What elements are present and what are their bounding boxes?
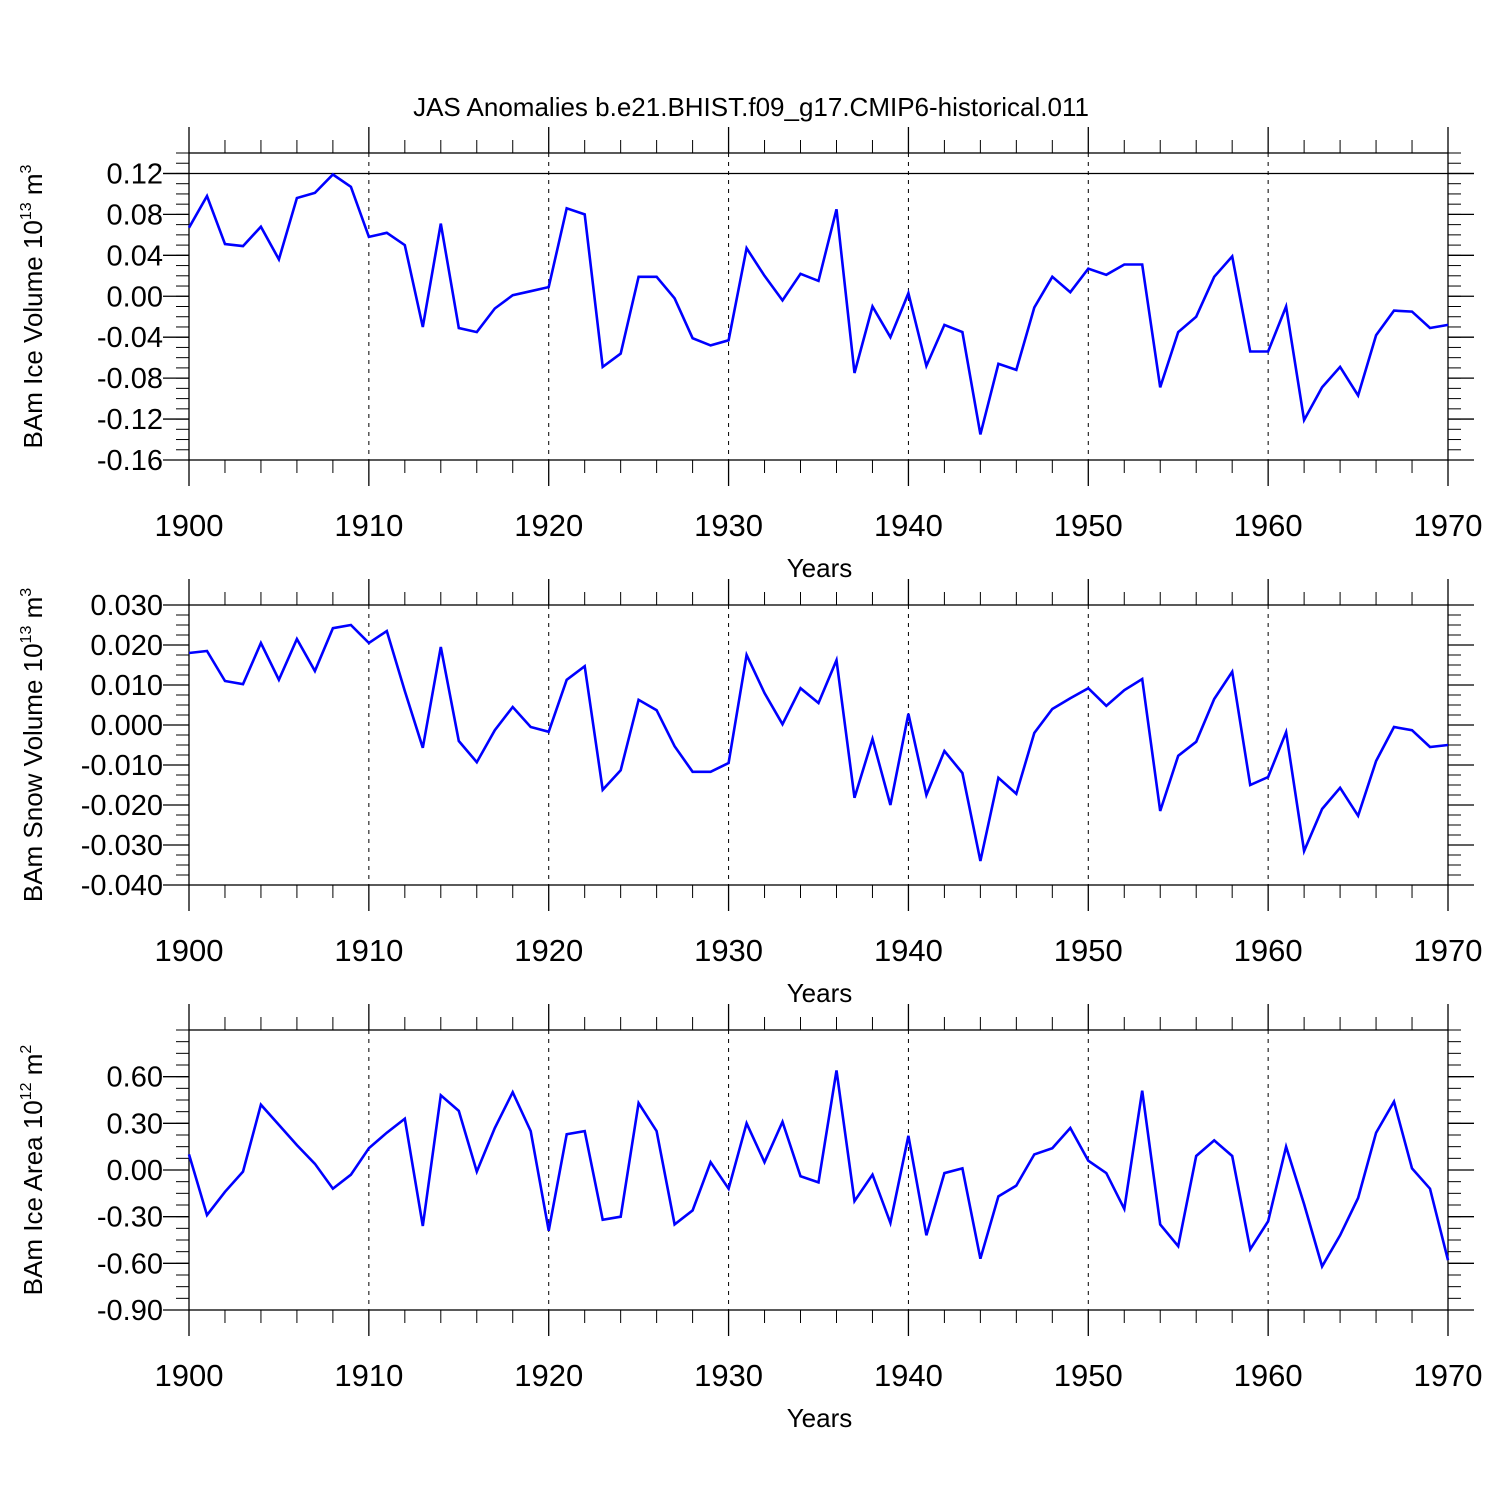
series-line — [187, 172, 1449, 435]
y-tick-label: -0.16 — [97, 445, 163, 477]
y-tick-label: -0.020 — [81, 790, 163, 822]
y-axis-label-unit-exponent: 2 — [18, 1045, 35, 1054]
x-tick-label: 1930 — [694, 508, 763, 543]
y-axis-label-unit: m — [18, 597, 48, 626]
y-axis-label-main: BAm Snow Volume 10 — [18, 643, 48, 902]
x-tick-label: 1950 — [1054, 1358, 1123, 1393]
panel-1: 0.12 0.08 0.04 0.00 -0.04 -0.08 -0.12 -0.16 1900… — [18, 127, 1482, 583]
panel-3: 0.60 0.30 0.00 -0.30 -0.60 -0.90 1900 1910 1920 1… — [18, 1004, 1482, 1433]
x-tick-label: 1920 — [514, 933, 583, 968]
x-tick-label: 1960 — [1234, 933, 1303, 968]
y-tick-label: 0.00 — [107, 281, 163, 313]
y-tick-label: -0.12 — [97, 404, 163, 436]
y-axis-label-unit: m — [18, 173, 48, 202]
y-tick-label: 0.12 — [107, 158, 163, 190]
x-ticks — [188, 127, 1449, 486]
x-tick-label: 1900 — [155, 1358, 224, 1393]
x-tick-label: 1910 — [334, 1358, 403, 1393]
chart-panels: 0.12 0.08 0.04 0.00 -0.04 -0.08 -0.12 -0.16 1900… — [18, 127, 1482, 1433]
y-axis-label: BAm Ice Volume 1013 m3 — [18, 164, 48, 448]
x-tick-label: 1910 — [334, 508, 403, 543]
y-axis-label-unit-exponent: 3 — [18, 588, 35, 597]
y-tick-label: -0.04 — [97, 322, 163, 354]
y-axis-label-main: BAm Ice Area 10 — [18, 1100, 48, 1295]
y-axis-label-unit: m — [18, 1054, 48, 1083]
x-tick-label: 1950 — [1054, 933, 1123, 968]
plot-frame — [188, 1029, 1449, 1311]
x-tick-label: 1970 — [1414, 1358, 1483, 1393]
y-tick-label: -0.040 — [81, 870, 163, 902]
y-tick-label: 0.00 — [107, 1155, 163, 1187]
x-tick-label: 1920 — [514, 508, 583, 543]
x-tick-label: 1920 — [514, 1358, 583, 1393]
y-axis-label-exponent: 12 — [18, 1082, 35, 1100]
y-tick-label: 0.020 — [90, 630, 163, 662]
x-tick-label: 1950 — [1054, 508, 1123, 543]
x-tick-label: 1900 — [155, 508, 224, 543]
x-tick-label: 1970 — [1414, 933, 1483, 968]
x-tick-label: 1900 — [155, 933, 224, 968]
y-tick-label: -0.08 — [97, 363, 163, 395]
x-tick-label: 1930 — [694, 933, 763, 968]
series-line — [188, 623, 1449, 862]
y-ticks: 0.030 0.020 0.010 0.000 -0.010 -0.020 -0.030 -0… — [81, 590, 1474, 902]
x-ticks — [188, 1004, 1449, 1336]
chart-title: JAS Anomalies b.e21.BHIST.f09_g17.CMIP6-… — [413, 92, 1089, 122]
y-tick-label: -0.030 — [81, 830, 163, 862]
y-axis-label-main: BAm Ice Volume 10 — [18, 220, 48, 448]
x-tick-label: 1960 — [1234, 508, 1303, 543]
y-tick-label: -0.30 — [97, 1202, 163, 1234]
y-ticks: 0.60 0.30 0.00 -0.30 -0.60 -0.90 — [97, 1029, 1474, 1327]
y-tick-label: 0.000 — [90, 710, 163, 742]
y-tick-label: 0.60 — [107, 1062, 163, 1094]
x-ticks — [188, 579, 1449, 911]
y-axis-label-exponent: 13 — [18, 202, 35, 220]
x-axis-label: Years — [787, 553, 853, 583]
y-ticks: 0.12 0.08 0.04 0.00 -0.04 -0.08 -0.12 -0.16 — [97, 152, 1474, 477]
y-tick-label: -0.90 — [97, 1295, 163, 1327]
x-tick-label: 1940 — [874, 1358, 943, 1393]
y-tick-label: 0.030 — [90, 590, 163, 622]
x-axis-label: Years — [787, 1403, 853, 1433]
x-tick-label: 1970 — [1414, 508, 1483, 543]
x-axis-label: Years — [787, 978, 853, 1008]
y-tick-label: 0.04 — [107, 240, 163, 272]
y-tick-label: 0.08 — [107, 199, 163, 231]
x-tick-label: 1940 — [874, 508, 943, 543]
x-tick-label: 1960 — [1234, 1358, 1303, 1393]
x-tick-label: 1930 — [694, 1358, 763, 1393]
x-tick-label: 1940 — [874, 933, 943, 968]
y-tick-label: -0.60 — [97, 1248, 163, 1280]
panel-2: 0.030 0.020 0.010 0.000 -0.010 -0.020 -0.030 -0… — [18, 579, 1482, 1008]
plot-frame — [188, 152, 1449, 461]
y-axis-label: BAm Ice Area 1012 m2 — [18, 1045, 48, 1296]
y-tick-label: -0.010 — [81, 750, 163, 782]
y-tick-label: 0.30 — [107, 1108, 163, 1140]
series-line — [187, 1070, 1450, 1270]
y-axis-label-unit-exponent: 3 — [18, 164, 35, 173]
x-tick-label: 1910 — [334, 933, 403, 968]
y-axis-label: BAm Snow Volume 1013 m3 — [18, 588, 48, 902]
plot-frame — [188, 604, 1449, 886]
y-axis-label-exponent: 13 — [18, 626, 35, 644]
y-tick-label: 0.010 — [90, 670, 163, 702]
